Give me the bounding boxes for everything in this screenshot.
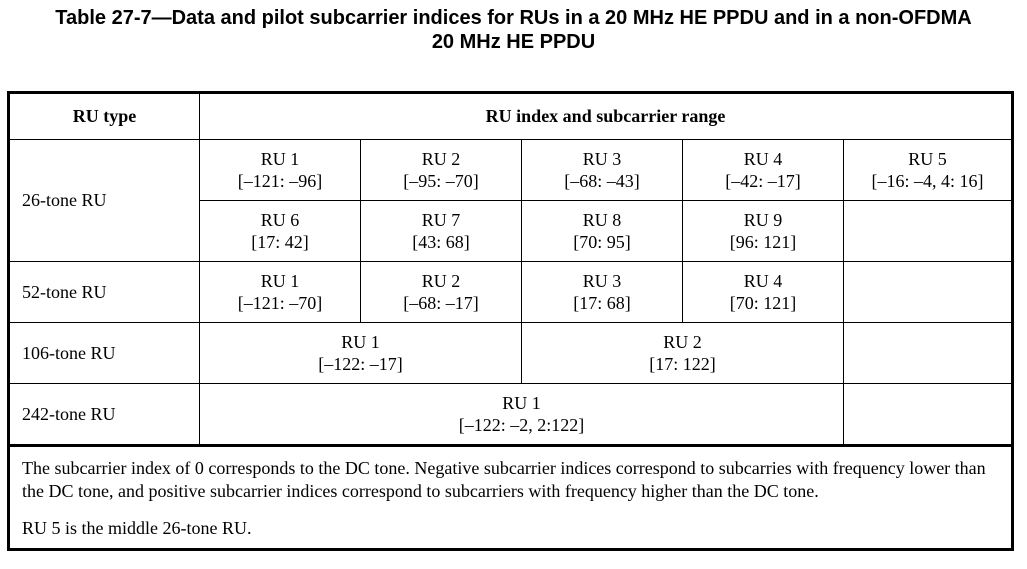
ru-range: [–121: –96]	[237, 171, 323, 191]
ru-cell: RU 1 [–121: –70]	[199, 261, 361, 323]
ru-name: RU 2	[421, 271, 461, 291]
ru-cell: RU 2 [17: 122]	[521, 322, 844, 384]
ru-name: RU 3	[582, 149, 622, 169]
ru-cell: RU 1 [–122: –2, 2:122]	[199, 383, 844, 446]
empty-cell	[842, 383, 1015, 446]
ru-name: RU 5	[908, 149, 947, 169]
note-middle-ru: RU 5 is the middle 26-tone RU.	[22, 518, 252, 538]
ru-cell: RU 4 [70: 121]	[682, 261, 844, 323]
notes-row: The subcarrier index of 0 corresponds to…	[6, 444, 1015, 551]
ru-subcarrier-table: RU type RU index and subcarrier range 26…	[6, 91, 1015, 551]
ru-name: RU 9	[743, 210, 783, 230]
ru-range: [–121: –70]	[237, 293, 323, 313]
header-row: RU type RU index and subcarrier range	[7, 91, 1015, 140]
empty-cell	[842, 261, 1015, 323]
row-label-106-tone: 106-tone RU	[7, 322, 200, 384]
ru-name: RU 2	[421, 149, 461, 169]
ru-name: RU 3	[582, 271, 622, 291]
ru-name: RU 2	[663, 332, 702, 352]
row-label-52-tone: 52-tone RU	[7, 261, 200, 323]
ru-range: [–122: –17]	[318, 354, 403, 374]
ru-range: [70: 95]	[573, 232, 631, 252]
ru-cell: RU 9 [96: 121]	[682, 200, 844, 262]
ru-name: RU 1	[341, 332, 380, 352]
ru-cell: RU 5 [–16: –4, 4: 16]	[842, 139, 1015, 201]
ru-cell: RU 6 [17: 42]	[199, 200, 361, 262]
table-row: 26-tone RU RU 1 [–121: –96] RU 2 [–95: –70…	[7, 139, 1015, 262]
ru-range: [17: 68]	[573, 293, 631, 313]
ru-range: [43: 68]	[412, 232, 470, 252]
table-caption: Table 27-7—Data and pilot subcarrier ind…	[0, 6, 1027, 54]
ru-cell: RU 1 [–121: –96]	[199, 139, 361, 201]
ru-name: RU 1	[502, 393, 541, 413]
note-dc-tone: The subcarrier index of 0 corresponds to…	[22, 458, 986, 501]
empty-cell	[842, 322, 1015, 384]
table-row: RU 6 [17: 42] RU 7 [43: 68] RU 8 [70: 95] R…	[9, 200, 1015, 262]
ru-name: RU 7	[421, 210, 461, 230]
ru-name: RU 4	[743, 271, 783, 291]
ru-range: [17: 42]	[251, 232, 309, 252]
ru-range: [–16: –4, 4: 16]	[871, 171, 984, 191]
ru-range: [–95: –70]	[403, 171, 479, 191]
ru-range: [–42: –17]	[725, 171, 801, 191]
ru-cell: RU 1 [–122: –17]	[199, 322, 522, 384]
empty-cell	[842, 200, 1015, 262]
row-label-26-tone: 26-tone RU	[7, 139, 200, 262]
ru-name: RU 1	[260, 271, 300, 291]
row-label-242-tone: 242-tone RU	[7, 383, 200, 446]
ru-range: [17: 122]	[649, 354, 716, 374]
ru-cell: RU 2 [–95: –70]	[360, 139, 522, 201]
ru-cell: RU 2 [–68: –17]	[360, 261, 522, 323]
ru-cell: RU 4 [–42: –17]	[682, 139, 844, 201]
ru-cell: RU 3 [17: 68]	[521, 261, 683, 323]
ru-range: [70: 121]	[729, 293, 797, 313]
table-row: 52-tone RU RU 1 [–121: –70] RU 2 [–68: –17…	[7, 261, 1015, 323]
ru-cell: RU 8 [70: 95]	[521, 200, 683, 262]
caption-line-2: 20 MHz HE PPDU	[431, 31, 596, 53]
header-ru-range: RU index and subcarrier range	[198, 91, 1015, 140]
table-row: 242-tone RU RU 1 [–122: –2, 2:122]	[7, 383, 1015, 446]
ru-name: RU 4	[743, 149, 783, 169]
ru-name: RU 8	[582, 210, 622, 230]
ru-range: [–68: –43]	[564, 171, 640, 191]
ru-cell: RU 3 [–68: –43]	[521, 139, 683, 201]
ru-range: [–68: –17]	[403, 293, 479, 313]
ru-name: RU 1	[260, 149, 300, 169]
table-row: 106-tone RU RU 1 [–122: –17] RU 2 [17: 122…	[7, 322, 1015, 384]
ru-cell: RU 7 [43: 68]	[360, 200, 522, 262]
notes-cell: The subcarrier index of 0 corresponds to…	[6, 444, 1015, 551]
header-ru-type: RU type	[7, 91, 200, 140]
ru-name: RU 6	[260, 210, 300, 230]
ru-range: [96: 121]	[729, 232, 797, 252]
ru-range: [–122: –2, 2:122]	[458, 415, 585, 435]
caption-line-1: Table 27-7—Data and pilot subcarrier ind…	[55, 7, 972, 29]
